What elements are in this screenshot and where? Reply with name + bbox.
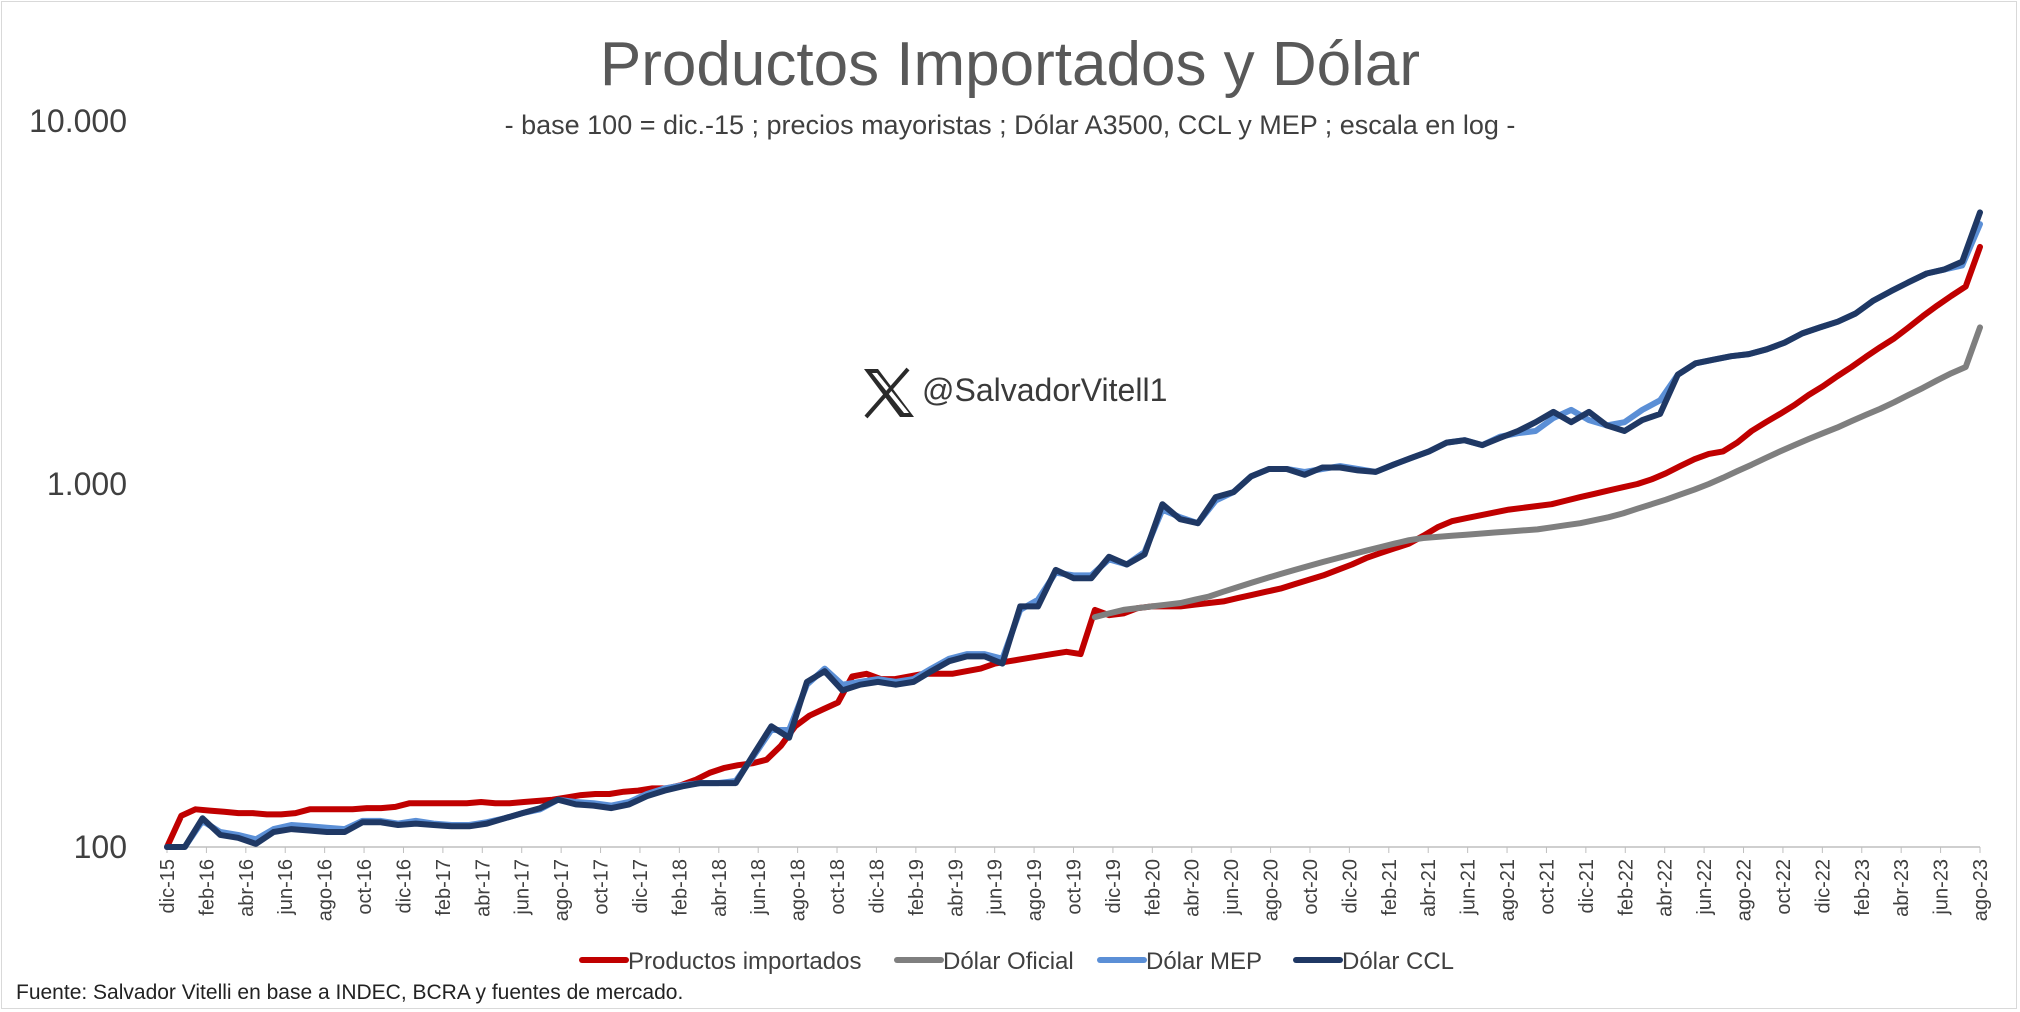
x-tick-label: jun-19 [985,859,1007,916]
series-line-d-lar-mep [164,221,1983,850]
x-tick-label: jun-21 [1458,859,1480,916]
x-tick-label: abr-19 [945,859,967,917]
x-tick-label: feb-18 [669,859,691,916]
x-tick-label: abr-16 [236,859,258,917]
legend-label: Dólar Oficial [943,948,1074,975]
x-tick-label: oct-19 [1064,859,1086,915]
watermark: @SalvadorVitell1 [864,367,1167,419]
x-tick-label: abr-21 [1418,859,1440,917]
x-tick-label: ago-16 [315,859,337,921]
x-tick-label: abr-17 [472,859,494,917]
x-tick-label: ago-23 [1970,859,1992,921]
x-tick-label: dic-22 [1812,859,1834,913]
legend-label: Dólar CCL [1342,948,1454,975]
x-tick-label: abr-20 [1182,859,1204,917]
x-tick-label: ago-22 [1734,859,1756,921]
x-tick-label: jun-22 [1694,859,1716,916]
x-tick-label: dic-16 [393,859,415,913]
series-line-productos-importados [164,243,1983,850]
x-tick-label: jun-18 [748,859,770,916]
y-tick-label: 10.000 [29,103,127,139]
x-tick-label: feb-16 [196,859,218,916]
x-tick-label: jun-17 [512,859,534,916]
watermark-handle: @SalvadorVitell1 [922,372,1167,408]
x-tick-label: abr-23 [1891,859,1913,917]
x-tick-label: jun-16 [275,859,297,916]
legend-label: Dólar MEP [1146,948,1262,975]
y-tick-label: 100 [74,829,127,865]
x-tick-label: oct-17 [591,859,613,915]
x-tick-label: feb-22 [1615,859,1637,916]
x-tick-label: oct-22 [1773,859,1795,915]
x-tick-label: ago-21 [1497,859,1519,921]
x-axis-ticks: dic-15 feb-16 abr-16 jun-16 ago-16 oct-16 dic-… [157,847,1992,921]
x-tick-label: oct-20 [1300,859,1322,915]
y-tick-label: 1.000 [47,466,127,502]
chart-title: Productos Importados y Dólar [600,30,1420,99]
x-tick-label: dic-21 [1576,859,1598,913]
x-tick-label: oct-16 [354,859,376,915]
x-tick-label: oct-18 [827,859,849,915]
x-tick-label: dic-20 [1339,859,1361,913]
legend-label: Productos importados [628,948,861,975]
x-tick-label: dic-19 [1103,859,1125,913]
legend: Productos importados Dólar Oficial Dólar M… [579,948,1454,975]
x-tick-label: ago-20 [1261,859,1283,921]
series-lines [164,209,1983,850]
x-tick-label: feb-17 [433,859,455,916]
x-tick-label: dic-18 [866,859,888,913]
source-note: Fuente: Salvador Vitelli en base a INDEC… [16,981,683,1004]
x-tick-label: ago-18 [788,859,810,921]
x-tick-label: feb-21 [1379,859,1401,916]
x-tick-label: feb-19 [906,859,928,916]
chart-subtitle: - base 100 = dic.-15 ; precios mayorista… [505,110,1516,140]
x-tick-label: dic-17 [630,859,652,913]
x-tick-label: feb-20 [1142,859,1164,916]
x-tick-label: ago-19 [1024,859,1046,921]
x-tick-label: abr-18 [709,859,731,917]
x-tick-label: ago-17 [551,859,573,921]
series-line-d-lar-oficial [1091,324,1983,621]
x-tick-label: abr-22 [1655,859,1677,917]
y-axis-ticks: 100 1.000 10.000 [29,103,127,865]
x-tick-label: feb-23 [1852,859,1874,916]
x-tick-label: dic-15 [157,859,179,913]
x-tick-label: jun-23 [1931,859,1953,916]
x-tick-label: jun-20 [1221,859,1243,916]
series-line-d-lar-ccl [164,209,1983,850]
x-tick-label: oct-21 [1536,859,1558,915]
x-logo-icon [864,367,914,419]
